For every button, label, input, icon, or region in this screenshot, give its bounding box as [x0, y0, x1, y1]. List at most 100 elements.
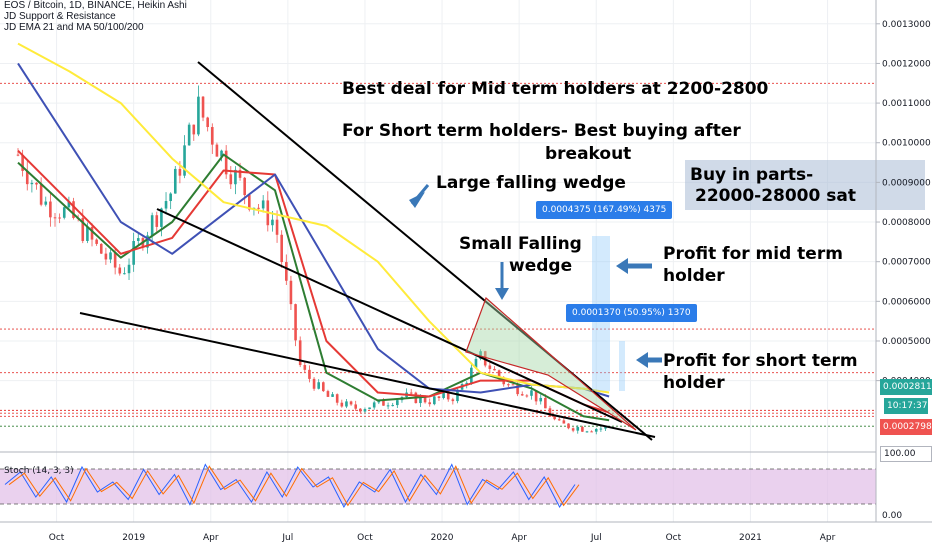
candle-body: [62, 207, 66, 218]
y-tick-1: 0.0012000: [882, 59, 931, 69]
candle-body: [539, 397, 543, 402]
candle-body: [303, 365, 307, 370]
candle-body: [419, 396, 422, 404]
candle-body: [72, 201, 75, 218]
candle-body: [557, 419, 561, 421]
stoch-legend[interactable]: Stoch (14, 3, 3): [4, 466, 74, 476]
candle-body: [248, 195, 251, 210]
candle-body: [271, 219, 274, 226]
candle-body: [275, 219, 279, 235]
candle-body: [294, 304, 297, 341]
buy-zone-box: [685, 160, 925, 210]
candle-body: [335, 394, 339, 403]
candle-body: [285, 262, 288, 281]
candle-body: [109, 252, 112, 260]
candle-body: [470, 367, 473, 383]
x-tick-5: 2020: [431, 533, 454, 543]
indicator-support-resistance[interactable]: JD Support & Resistance: [4, 11, 116, 22]
x-tick-0: Oct: [49, 533, 65, 543]
candle-body: [534, 390, 538, 402]
large-wedge-lower-line: [79, 312, 656, 438]
stoch-tick-0: 0.00: [882, 511, 902, 521]
candle-body: [58, 217, 61, 219]
stoch-d-line: [8, 465, 580, 507]
arrow-small-wedge-icon: [495, 262, 509, 300]
symbol-title[interactable]: EOS / Bitcoin, 1D, BINANCE, Heikin Ashi: [4, 0, 187, 11]
annotation-profit-short-line1: Profit for short term: [663, 351, 858, 371]
candle-body: [428, 402, 432, 405]
annotation-small-wedge-line2: wedge: [509, 256, 572, 276]
candle-body: [354, 404, 357, 409]
indicator-ema-ma[interactable]: JD EMA 21 and MA 50/100/200: [4, 22, 144, 33]
candle-body: [391, 405, 395, 407]
annotation-large-wedge: Large falling wedge: [436, 173, 626, 193]
candle-body: [132, 241, 135, 265]
candle-body: [113, 252, 117, 268]
candle-body: [160, 208, 163, 227]
measure-rect-small: [619, 341, 625, 391]
candle-body: [224, 150, 228, 175]
x-tick-2: Apr: [203, 533, 219, 543]
candle-body: [493, 368, 496, 371]
x-tick-6: Apr: [511, 533, 527, 543]
candle-body: [386, 405, 390, 407]
candle-body: [44, 201, 48, 205]
candle-body: [345, 401, 348, 407]
low-price-tag: 0.0002798: [880, 419, 932, 435]
candle-body: [604, 426, 607, 429]
large-wedge-upper-line: [197, 61, 653, 441]
candle-body: [590, 431, 593, 433]
candle-body: [479, 351, 482, 359]
candle-body: [599, 428, 603, 430]
candle-body: [86, 227, 89, 241]
candle-body: [322, 382, 325, 392]
ma-line-0: [17, 153, 610, 422]
candle-body: [136, 238, 140, 242]
candle-body: [571, 428, 575, 431]
annotation-short-term-line1: For Short term holders- Best buying afte…: [342, 121, 741, 141]
grid: [0, 0, 876, 522]
candle-body: [382, 399, 385, 406]
candle-body: [127, 264, 131, 274]
candle-body: [451, 399, 455, 402]
candle-body: [433, 396, 436, 405]
candle-body: [30, 182, 34, 185]
candle-body: [192, 124, 196, 135]
candle-body: [331, 394, 334, 397]
candle-body: [363, 409, 367, 412]
annotation-buy-line2: 22000-28000 sat: [695, 186, 856, 206]
candle-body: [220, 150, 223, 157]
candle-body: [507, 384, 510, 386]
candle-body: [155, 215, 159, 227]
candle-body: [298, 340, 302, 366]
y-tick-4: 0.0009000: [882, 178, 931, 188]
y-tick-6: 0.0007000: [882, 258, 931, 268]
candle-body: [67, 201, 71, 208]
candle-body: [594, 428, 598, 432]
annotation-profit-mid-line2: holder: [663, 266, 725, 286]
candle-body: [562, 420, 566, 424]
candle-body: [39, 184, 43, 205]
arrow-large-wedge-icon: [409, 184, 430, 208]
candle-body: [308, 369, 311, 379]
candle-body: [197, 96, 200, 135]
arrow-profit-short-icon: [636, 352, 662, 368]
candle-body: [81, 218, 85, 241]
candle-body: [21, 154, 24, 171]
candle-body: [16, 154, 20, 156]
candle-body: [234, 169, 237, 185]
candle-body: [104, 253, 108, 260]
candle-body: [95, 239, 98, 244]
candle-body: [53, 217, 57, 219]
drawings: [79, 61, 925, 441]
candle-body: [465, 382, 469, 385]
candle-body: [312, 378, 316, 389]
y-tick-3: 0.0010000: [882, 139, 931, 149]
ma-line-3: [17, 42, 610, 394]
candle-body: [446, 393, 450, 400]
candle-body: [215, 144, 219, 157]
candle-body: [169, 193, 172, 202]
x-tick-1: 2019: [122, 533, 145, 543]
candle-body: [229, 174, 233, 185]
x-tick-4: Oct: [357, 533, 373, 543]
